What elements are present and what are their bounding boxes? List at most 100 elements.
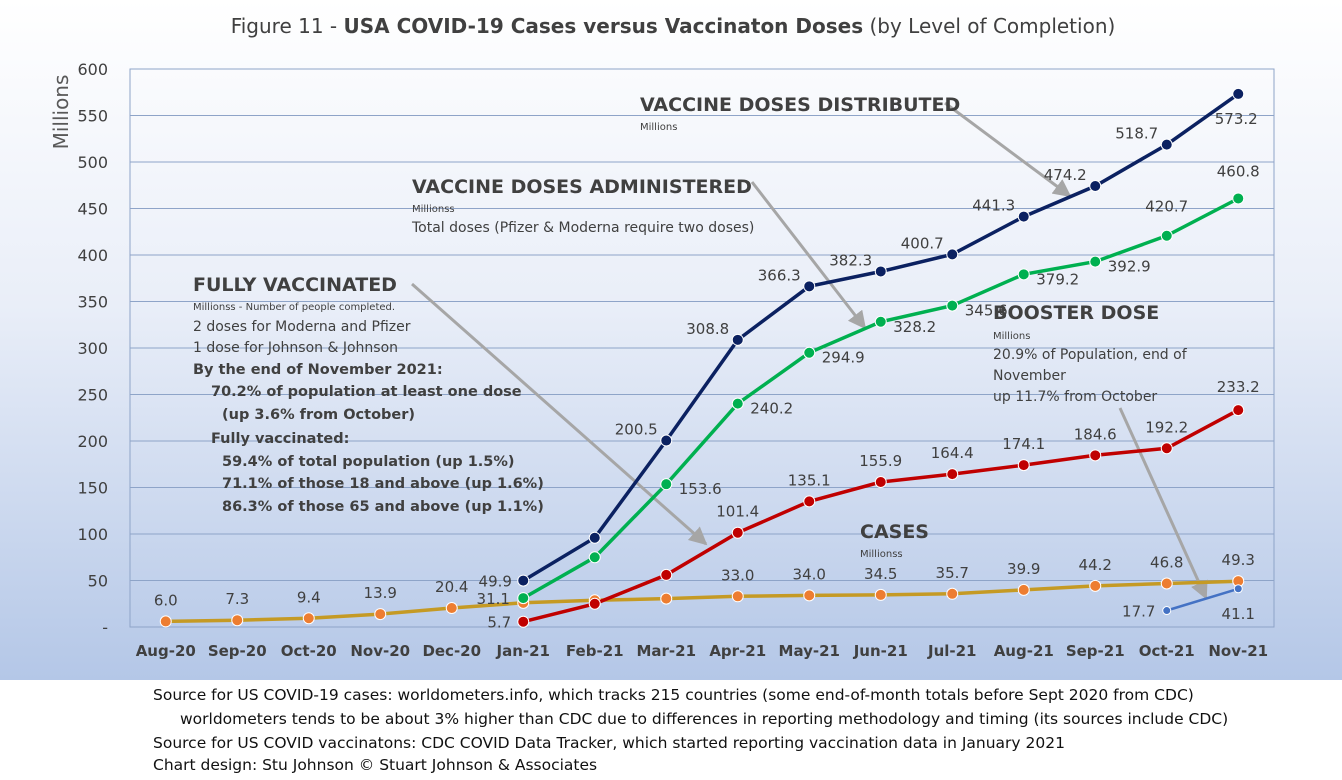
point-fully (660, 568, 673, 581)
fully-b7: 86.3% of those 65 and above (up 1.1%) (222, 499, 544, 515)
data-label-cases: 46.8 (1150, 553, 1183, 571)
data-label-fully: 5.7 (487, 614, 511, 632)
x-tick-label: Feb-21 (566, 642, 624, 660)
x-tick-label: Sep-20 (208, 642, 267, 660)
point-distributed (946, 248, 959, 261)
data-label-fully: 155.9 (859, 452, 902, 470)
x-tick-label: Nov-21 (1208, 642, 1268, 660)
point-distributed (1160, 138, 1173, 151)
point-cases (731, 590, 744, 603)
data-label-fully: 184.6 (1074, 425, 1117, 443)
x-tick-label: Apr-21 (709, 642, 766, 660)
data-label-administered: 420.7 (1145, 198, 1188, 216)
chart-title: Figure 11 - USA COVID-19 Cases versus Va… (231, 14, 1116, 38)
chart: Figure 11 - USA COVID-19 Cases versus Va… (0, 0, 1342, 680)
series-line-booster (1166, 587, 1239, 612)
data-label-distributed: 400.7 (901, 234, 944, 252)
series-fully (517, 404, 1245, 628)
source-line-2: worldometers tends to be about 3% higher… (180, 710, 1229, 728)
series-distributed (517, 87, 1245, 587)
data-label-cases: 6.0 (154, 591, 178, 609)
chart-background (0, 0, 1342, 680)
fully-line2: 1 dose for Johnson & Johnson (193, 340, 398, 356)
point-fully (588, 597, 601, 610)
series-administered (517, 192, 1245, 605)
fully-b3: (up 3.6% from October) (222, 407, 415, 423)
point-distributed (731, 333, 744, 346)
data-label-fully: 164.4 (931, 444, 974, 462)
booster-heading: BOOSTER DOSE (993, 302, 1159, 324)
x-tick-label: Oct-20 (281, 642, 337, 660)
data-label-distributed: 474.2 (1044, 166, 1087, 184)
point-cases (159, 615, 172, 628)
x-tick-label: Jan-21 (496, 642, 550, 660)
fully-line1: 2 doses for Moderna and Pfizer (193, 319, 411, 335)
distributed-sub: Millions (640, 122, 677, 133)
y-tick-label: - (102, 618, 108, 637)
x-tick-label: Aug-20 (136, 642, 196, 660)
booster-line2: November (993, 368, 1066, 384)
x-tick-label: May-21 (779, 642, 840, 660)
y-tick-label: 350 (77, 293, 108, 312)
y-tick-label: 150 (77, 479, 108, 498)
y-tick-label: 500 (77, 153, 108, 172)
data-label-cases: 49.3 (1222, 551, 1255, 569)
data-label-distributed: 441.3 (972, 197, 1015, 215)
fully-b6: 71.1% of those 18 and above (up 1.6%) (222, 476, 544, 492)
data-label-fully: 101.4 (716, 503, 759, 521)
fully-b5: 59.4% of total population (up 1.5%) (222, 454, 515, 470)
point-administered (803, 346, 816, 359)
y-tick-label: 450 (77, 200, 108, 219)
administered-sub: Millionss (412, 204, 455, 215)
arrow-distributed (944, 101, 1072, 198)
annotation-cases: CASES Millionss (860, 521, 929, 560)
point-administered (1017, 268, 1030, 281)
series-line-cases (165, 579, 1239, 624)
fully-sub: Millionss - Number of people completed. (193, 302, 395, 313)
fully-b1: By the end of November 2021: (193, 362, 443, 378)
source-footer: Source for US COVID-19 cases: worldomete… (0, 680, 1342, 780)
point-distributed (1232, 87, 1245, 100)
x-tick-label: Jul-21 (927, 642, 977, 660)
data-label-distributed: 573.2 (1215, 110, 1258, 128)
data-label-fully: 192.2 (1145, 418, 1188, 436)
fully-heading: FULLY VACCINATED (193, 274, 397, 296)
data-label-cases: 39.9 (1007, 560, 1040, 578)
y-tick-labels: - 50 100 150 200 250 300 350 400 450 500 550 600 (77, 60, 108, 637)
gridlines (130, 68, 1274, 581)
x-tick-label: Sep-21 (1066, 642, 1125, 660)
y-tick-label: 100 (77, 525, 108, 544)
fully-b2: 70.2% of population at least one dose (211, 384, 522, 400)
cases-sub: Millionss (860, 549, 903, 560)
point-fully (803, 495, 816, 508)
point-administered (588, 551, 601, 564)
data-label-administered: 294.9 (822, 349, 865, 367)
point-cases (803, 589, 816, 602)
data-label-cases: 20.4 (435, 578, 468, 596)
data-label-cases: 13.9 (364, 584, 397, 602)
data-label-cases: 9.4 (297, 588, 321, 606)
x-tick-label: Aug-21 (994, 642, 1054, 660)
arrow-booster (1118, 407, 1208, 600)
data-label-administered: 328.2 (893, 318, 936, 336)
y-tick-label: 550 (77, 107, 108, 126)
point-distributed (588, 531, 601, 544)
data-label-distributed: 382.3 (829, 251, 872, 269)
data-label-distributed: 200.5 (615, 421, 658, 439)
point-distributed (874, 265, 887, 278)
series-layer (159, 87, 1245, 628)
annotation-distributed: VACCINE DOSES DISTRIBUTED Millions (640, 94, 960, 133)
point-administered (1160, 229, 1173, 242)
point-distributed (660, 434, 673, 447)
source-line-1: Source for US COVID-19 cases: worldomete… (153, 686, 1194, 704)
y-tick-label: 300 (77, 339, 108, 358)
annotation-booster: BOOSTER DOSE Millions 20.9% of Populatio… (993, 302, 1188, 405)
point-distributed (1089, 179, 1102, 192)
y-tick-label: 600 (77, 60, 108, 79)
arrow-administered (750, 181, 867, 330)
data-label-administered: 240.2 (750, 400, 793, 418)
point-cases (374, 608, 387, 621)
data-label-distributed: 49.9 (479, 573, 512, 591)
point-administered (660, 478, 673, 491)
x-tick-label: Oct-21 (1139, 642, 1195, 660)
